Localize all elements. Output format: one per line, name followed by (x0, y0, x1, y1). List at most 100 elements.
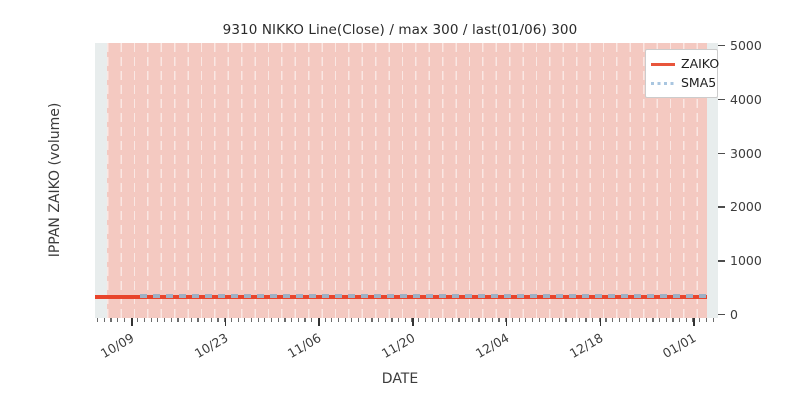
x-minor-tick (572, 318, 574, 322)
x-minor-tick (645, 318, 647, 322)
x-tick-label: 10/23 (191, 330, 231, 362)
x-minor-tick (491, 318, 493, 322)
x-tick-label: 10/09 (97, 330, 137, 362)
x-minor-tick (518, 318, 520, 322)
x-minor-tick (277, 318, 279, 322)
x-minor-tick (458, 318, 460, 322)
vertical-gridlines (107, 43, 707, 318)
x-minor-tick (197, 318, 199, 322)
x-minor-tick (585, 318, 587, 322)
x-minor-tick (110, 318, 112, 322)
x-minor-tick (364, 318, 366, 322)
legend-swatch-dotted-icon (651, 77, 675, 89)
x-major-tick-01-01 (693, 318, 695, 326)
x-minor-tick (250, 318, 253, 322)
x-minor-tick (438, 318, 440, 322)
x-minor-tick (625, 318, 627, 322)
x-axis-ticks (95, 318, 718, 332)
x-minor-tick (103, 318, 105, 322)
x-minor-tick (150, 318, 152, 322)
x-tick-label: 11/06 (285, 330, 324, 362)
chart-title: 9310 NIKKO Line(Close) / max 300 / last(… (222, 22, 578, 38)
x-minor-tick (478, 318, 480, 322)
legend-item-zaiko[interactable]: ZAIKO (651, 54, 719, 73)
x-minor-tick (357, 318, 360, 322)
x-tick-label: 12/18 (566, 330, 606, 362)
x-minor-tick (264, 318, 266, 322)
x-minor-tick (230, 318, 233, 322)
x-minor-tick (618, 318, 621, 322)
x-minor-tick (558, 318, 560, 322)
x-tick-label: 01/01 (660, 330, 699, 362)
x-minor-tick (464, 318, 467, 322)
x-minor-tick (237, 318, 239, 322)
x-minor-tick (244, 318, 246, 322)
x-minor-tick (217, 318, 219, 322)
x-minor-tick (418, 318, 420, 322)
legend-label-sma5: SMA5 (681, 75, 717, 90)
x-minor-tick (378, 318, 380, 322)
x-minor-tick (324, 318, 326, 322)
x-minor-tick (638, 318, 641, 322)
x-minor-tick (699, 318, 701, 322)
y-tick-label: 3000 (730, 145, 762, 161)
x-minor-tick (551, 318, 554, 322)
x-major-tick-10-09 (131, 318, 133, 326)
x-minor-tick (505, 318, 507, 322)
x-minor-tick (304, 318, 306, 322)
x-minor-tick (170, 318, 172, 322)
series-line-sma5 (140, 294, 707, 298)
x-minor-tick (311, 318, 313, 322)
x-minor-tick (578, 318, 580, 322)
x-minor-tick (431, 318, 433, 322)
y-axis-right: 0 1000 2000 3000 4000 5000 (718, 39, 800, 322)
x-minor-tick (545, 318, 547, 322)
x-minor-tick (652, 318, 654, 322)
x-minor-tick (685, 318, 687, 322)
x-minor-tick (344, 318, 346, 322)
y-axis-title: IPPAN ZAIKO (volume) (47, 102, 63, 258)
x-tick-label: 12/04 (472, 330, 512, 362)
x-minor-tick (531, 318, 534, 322)
x-minor-tick (511, 318, 514, 322)
y-tick-mark (718, 152, 725, 154)
x-minor-tick (351, 318, 353, 322)
x-minor-tick (679, 318, 681, 322)
x-axis-ticklabels: 10/09 10/23 11/06 11/20 12/04 12/18 01/01 (0, 318, 800, 378)
x-minor-tick (712, 318, 714, 322)
x-minor-tick (692, 318, 694, 322)
x-minor-tick (525, 318, 527, 322)
x-minor-tick (184, 318, 186, 322)
chart-legend[interactable]: ZAIKO SMA5 (645, 49, 719, 98)
y-tick-label: 4000 (730, 91, 762, 107)
x-minor-tick (177, 318, 179, 322)
x-minor-tick (538, 318, 540, 322)
legend-label-zaiko: ZAIKO (681, 56, 720, 71)
x-minor-tick (297, 318, 299, 322)
y-tick-mark (718, 260, 725, 262)
x-minor-tick (163, 318, 166, 322)
legend-swatch-solid-icon (651, 58, 675, 70)
x-minor-tick (137, 318, 139, 322)
x-major-tick-10-23 (224, 318, 227, 326)
y-tick-label: 0 (730, 307, 738, 322)
x-minor-tick (190, 318, 192, 322)
x-minor-tick (605, 318, 607, 322)
x-tick-label: 11/20 (378, 330, 418, 362)
x-minor-tick (337, 318, 340, 322)
x-minor-tick (291, 318, 293, 322)
x-minor-tick (598, 318, 600, 322)
y-tick-mark (718, 45, 725, 47)
x-minor-tick (143, 318, 146, 322)
x-minor-tick (444, 318, 447, 322)
x-minor-tick (117, 318, 119, 322)
x-minor-tick (665, 318, 667, 322)
legend-item-sma5[interactable]: SMA5 (651, 73, 716, 92)
x-minor-tick (672, 318, 674, 322)
x-minor-tick (451, 318, 453, 322)
x-minor-tick (270, 318, 273, 322)
x-minor-tick (123, 318, 126, 322)
x-minor-tick (565, 318, 567, 322)
y-tick-mark (718, 314, 725, 316)
